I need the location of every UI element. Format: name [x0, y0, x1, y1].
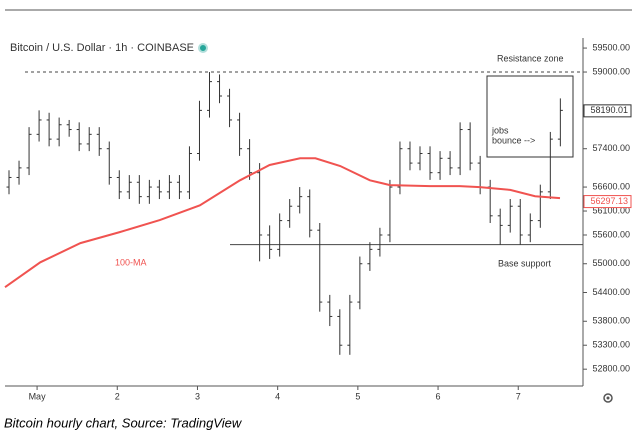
ohlc-bar — [36, 110, 42, 142]
ohlc-bar — [257, 163, 263, 262]
ohlc-bar — [507, 199, 513, 233]
y-tick-label: 52800.00 — [592, 364, 630, 374]
y-tick-label: 56100.00 — [592, 205, 630, 215]
x-tick-label: 4 — [275, 391, 280, 401]
ohlc-bar — [437, 151, 443, 180]
ohlc-bar — [537, 184, 543, 228]
ohlc-bar — [547, 131, 553, 200]
ohlc-bar — [166, 175, 172, 200]
ohlc-bar — [447, 151, 453, 176]
ohlc-bar — [517, 199, 523, 245]
y-tick-label: 53300.00 — [592, 340, 630, 350]
y-tick-label: 57400.00 — [592, 143, 630, 153]
ohlc-bar — [156, 179, 162, 200]
ohlc-bar — [457, 122, 463, 176]
ohlc-bar — [377, 227, 383, 257]
y-tick-label: 53800.00 — [592, 316, 630, 326]
annotation-box — [486, 75, 574, 158]
caption: Bitcoin hourly chart, Source: TradingVie… — [4, 415, 243, 430]
x-tick-label: 6 — [436, 391, 441, 401]
y-tick-label: 55600.00 — [592, 229, 630, 239]
ohlc-bar — [307, 189, 313, 238]
ohlc-bar — [227, 88, 233, 128]
ohlc-bar — [467, 122, 473, 171]
x-tick-label: 2 — [115, 391, 120, 401]
ohlc-bar — [247, 139, 253, 180]
y-tick-label: 54400.00 — [592, 287, 630, 297]
y-tick-label: 59500.00 — [592, 42, 630, 52]
ma-label: 100-MA — [115, 257, 147, 267]
ohlc-bar — [267, 225, 273, 259]
ohlc-bar — [427, 146, 433, 180]
ohlc-bar — [116, 170, 122, 200]
ohlc-bar — [76, 122, 82, 152]
ohlc-bar — [6, 170, 12, 195]
x-tick-label: 7 — [516, 391, 521, 401]
annotation: Resistance zone — [497, 53, 564, 63]
ohlc-bar — [217, 74, 223, 104]
ohlc-bar — [487, 179, 493, 224]
ohlc-bar — [186, 146, 192, 200]
ohlc-bar — [477, 155, 483, 195]
ohlc-bar — [106, 141, 112, 185]
ohlc-bar — [96, 127, 102, 156]
x-tick-label: 5 — [355, 391, 360, 401]
annotation: Base support — [498, 258, 552, 268]
ohlc-bar — [417, 146, 423, 171]
ohlc-bar — [66, 119, 72, 137]
ohlc-bar — [557, 98, 563, 147]
ohlc-bar — [237, 112, 243, 156]
y-tick-label: 59000.00 — [592, 66, 630, 76]
annotation: jobs — [491, 125, 509, 135]
ohlc-bar — [387, 179, 393, 243]
annotation: bounce --> — [492, 135, 535, 145]
ohlc-bar — [206, 72, 212, 118]
y-tick-label: 55000.00 — [592, 258, 630, 268]
price-label: 58190.01 — [590, 105, 628, 115]
gear[interactable] — [603, 393, 613, 403]
ohlc-bar — [46, 112, 52, 147]
x-tick-label: May — [29, 391, 47, 401]
ohlc-bar — [136, 175, 142, 204]
price-label-box — [583, 104, 632, 118]
ohlc-bar — [196, 100, 202, 161]
price-label: 56297.13 — [590, 196, 628, 206]
ohlc-bar — [16, 160, 22, 185]
ohlc-bar — [146, 179, 152, 204]
ohlc-bar — [126, 175, 132, 200]
ohlc-bar — [527, 213, 533, 243]
ohlc-bar — [497, 208, 503, 245]
ohlc-bar — [56, 117, 62, 147]
ohlc-bar — [287, 199, 293, 228]
ohlc-bar — [297, 187, 303, 214]
ohlc-bar — [327, 294, 333, 327]
chart-title: Bitcoin / U.S. Dollar · 1h · COINBASE — [10, 42, 194, 54]
ohlc-bar — [86, 127, 92, 152]
price-label-box — [583, 195, 632, 209]
ohlc-bar — [317, 223, 323, 312]
ohlc-bar — [26, 127, 32, 176]
ohlc-bar — [357, 256, 363, 310]
settings-icon[interactable] — [603, 393, 613, 403]
ohlc-bar — [337, 309, 343, 355]
ohlc-bar — [367, 242, 373, 271]
gear-hub[interactable] — [606, 396, 610, 400]
x-tick-label: 3 — [195, 391, 200, 401]
ohlc-bar — [176, 175, 182, 200]
ohlc-bar — [407, 141, 413, 171]
ma-line — [4, 157, 561, 289]
y-tick-label: 56600.00 — [592, 181, 630, 191]
live-dot — [198, 43, 208, 53]
ohlc-bar — [277, 213, 283, 257]
ohlc-bar — [347, 294, 353, 355]
